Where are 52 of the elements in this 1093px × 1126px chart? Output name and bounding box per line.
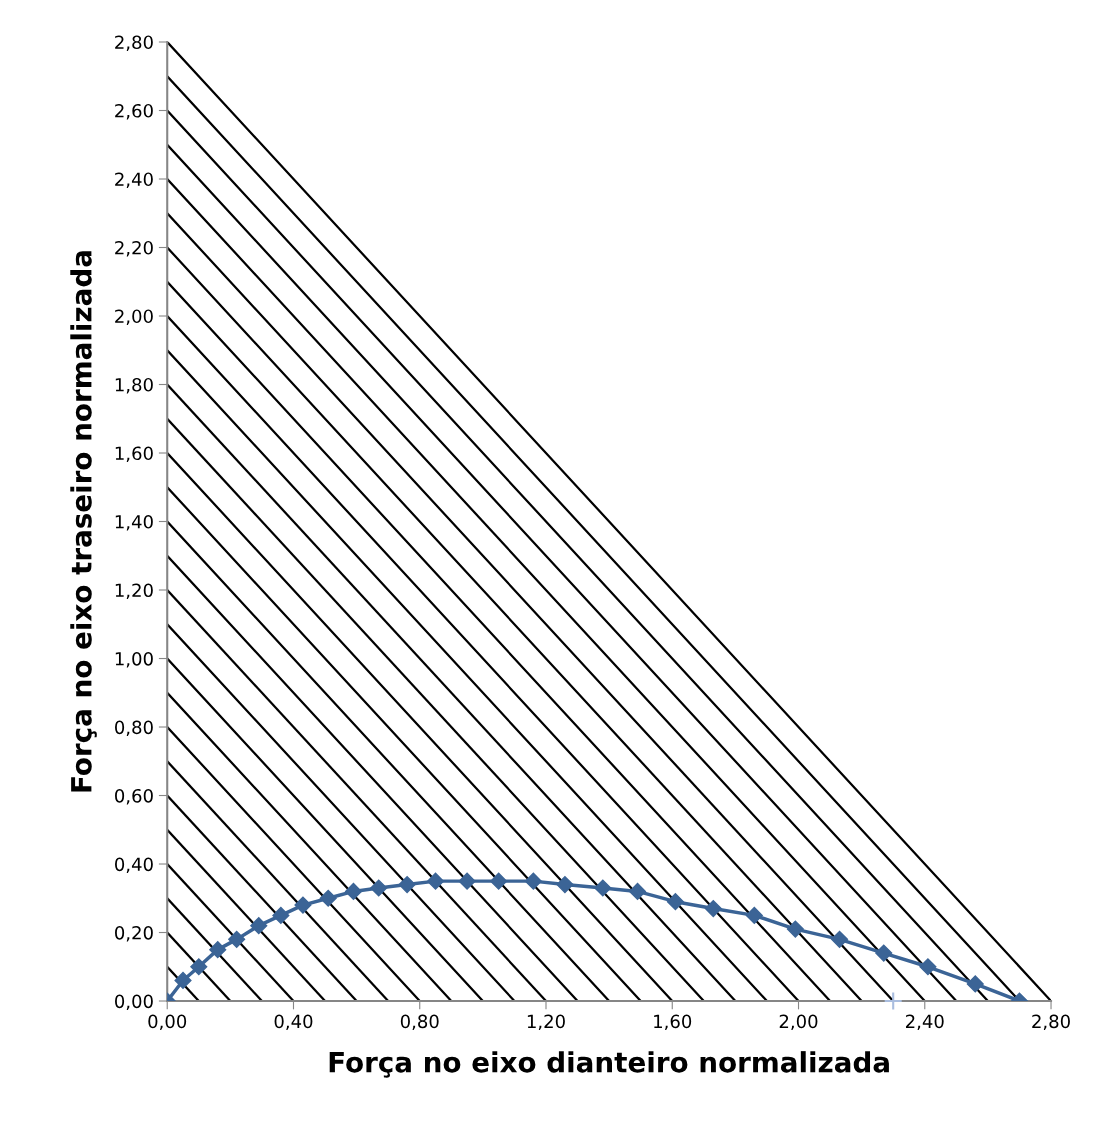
point (272, 906, 290, 924)
point (556, 876, 574, 894)
y-tick-label: 0,40 (115, 857, 153, 873)
y-tick-label: 2,00 (115, 309, 153, 325)
x-tick-label: 0,40 (274, 1014, 313, 1031)
x-tick-label: 0,00 (148, 1014, 187, 1031)
y-tick-label: 1,40 (115, 514, 153, 531)
x-tick-label: 2,40 (905, 1014, 944, 1031)
point (490, 872, 508, 890)
point (250, 917, 268, 935)
point (830, 930, 849, 948)
y-tick-label: 0,80 (115, 720, 153, 736)
x-tick-label: 2,00 (779, 1014, 818, 1031)
point (666, 893, 684, 911)
point (458, 872, 476, 890)
point (524, 872, 542, 890)
y-tick-label: 1,60 (115, 446, 153, 462)
point (426, 872, 445, 890)
point (344, 882, 363, 900)
y-tick-label: 1,80 (115, 377, 153, 394)
point (398, 876, 416, 894)
y-tick-label: 0,60 (115, 788, 153, 805)
y-tick-label: 2,20 (115, 240, 153, 257)
y-axis-title: Força no eixo traseiro normalizada (70, 251, 97, 792)
y-tick-label: 2,60 (115, 103, 153, 120)
point (319, 889, 337, 907)
x-axis-title: Força no eixo dianteiro normalizada (329, 1051, 889, 1078)
point (174, 971, 192, 990)
point (190, 958, 208, 976)
y-tick-label: 2,80 (115, 35, 153, 51)
y-tick-label: 0,20 (115, 925, 153, 942)
x-tick-label: 2,80 (1032, 1014, 1070, 1031)
x-tick-label: 1,60 (654, 1014, 692, 1031)
point (875, 944, 893, 962)
point (294, 896, 312, 914)
x-tick-label: 1,20 (527, 1014, 565, 1031)
point (883, 991, 903, 1011)
point (745, 906, 763, 924)
point (370, 879, 388, 897)
point (628, 882, 647, 900)
y-tick-label: 0,00 (115, 994, 153, 1010)
y-tick-label: 1,00 (115, 651, 153, 668)
point (228, 930, 246, 948)
y-tick-label: 2,40 (115, 172, 153, 188)
point (966, 975, 984, 993)
point (704, 899, 722, 918)
point (919, 958, 937, 976)
point (209, 941, 227, 959)
point (786, 920, 804, 938)
x-tick-label: 0,80 (400, 1014, 439, 1031)
point (594, 879, 612, 897)
y-tick-label: 1,20 (115, 583, 153, 599)
